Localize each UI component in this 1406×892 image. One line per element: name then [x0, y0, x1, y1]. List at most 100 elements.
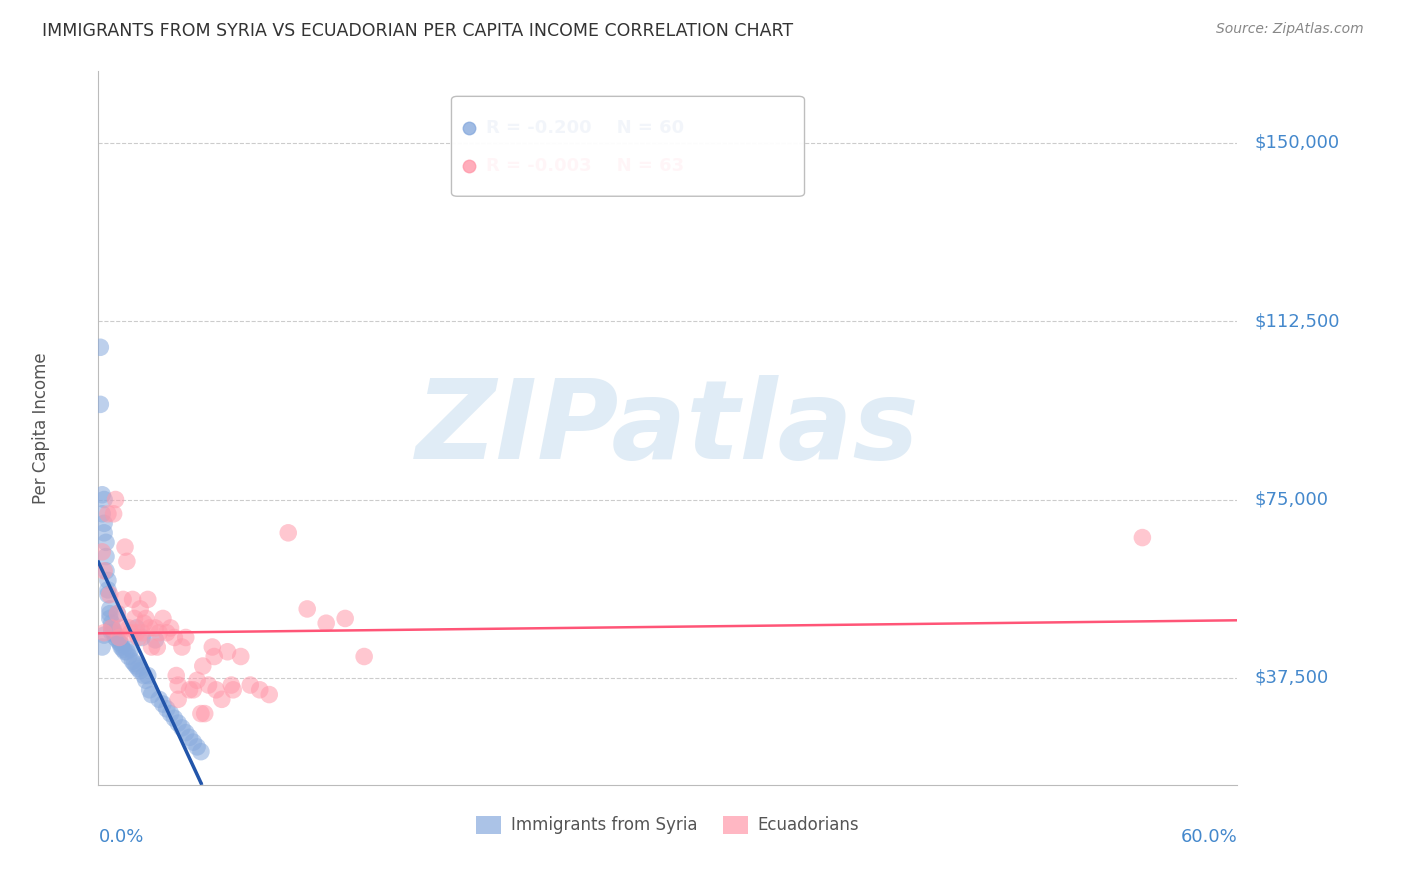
Point [167, 692, 190, 706]
Point [202, 649, 225, 664]
Point [91, 507, 114, 521]
Point [115, 554, 138, 568]
Point [135, 673, 157, 688]
Point [125, 625, 148, 640]
Point [141, 688, 163, 702]
Point [107, 632, 129, 647]
Point [156, 702, 179, 716]
Point [297, 602, 319, 616]
Point [277, 525, 299, 540]
Point [138, 621, 160, 635]
Point [179, 682, 201, 697]
Point [167, 716, 190, 731]
Text: Per Capita Income: Per Capita Income [32, 352, 51, 504]
Point [100, 625, 122, 640]
Point [94, 549, 117, 564]
Point [118, 621, 141, 635]
Text: R = -0.200    N = 60: R = -0.200 N = 60 [485, 120, 683, 137]
Point [120, 625, 142, 640]
Point [103, 625, 125, 640]
Point [186, 739, 208, 754]
Point [179, 731, 201, 745]
Text: $112,500: $112,500 [1254, 312, 1340, 330]
Point [114, 645, 136, 659]
Point [170, 721, 193, 735]
Text: R = -0.003    N = 63: R = -0.003 N = 63 [485, 157, 683, 175]
Point [146, 640, 169, 654]
Point [97, 588, 120, 602]
Point [136, 592, 159, 607]
Point [121, 654, 143, 668]
Point [100, 621, 122, 635]
Point [131, 625, 153, 640]
Point [190, 745, 212, 759]
Point [91, 488, 114, 502]
Point [194, 706, 217, 721]
Point [159, 621, 181, 635]
Point [93, 525, 115, 540]
Point [98, 602, 121, 616]
Point [1132, 531, 1154, 545]
Point [97, 582, 120, 597]
Point [110, 621, 132, 635]
Point [131, 631, 153, 645]
Point [103, 507, 125, 521]
Point [259, 688, 281, 702]
Point [170, 640, 193, 654]
Point [205, 682, 228, 697]
Point [174, 631, 197, 645]
Point [335, 611, 357, 625]
Point [93, 564, 115, 578]
Point [174, 725, 197, 739]
Point [138, 682, 160, 697]
Point [229, 649, 252, 664]
Point [108, 635, 131, 649]
Point [110, 640, 132, 654]
Text: 60.0%: 60.0% [1181, 828, 1237, 846]
Point [156, 625, 179, 640]
Point [98, 588, 121, 602]
Point [112, 642, 135, 657]
Point [129, 664, 152, 678]
Point [135, 611, 157, 625]
Point [159, 706, 181, 721]
Point [93, 516, 115, 531]
Point [145, 632, 167, 647]
Point [129, 602, 152, 616]
Point [127, 631, 149, 645]
Point [124, 657, 146, 671]
Point [148, 692, 170, 706]
Point [110, 638, 132, 652]
Point [165, 668, 187, 682]
Point [100, 621, 122, 635]
Text: $75,000: $75,000 [1254, 491, 1329, 508]
Point [132, 616, 155, 631]
Point [94, 564, 117, 578]
Point [145, 621, 167, 635]
Point [152, 697, 174, 711]
Text: $37,500: $37,500 [1254, 669, 1329, 687]
Point [163, 631, 186, 645]
Point [104, 628, 127, 642]
Point [104, 492, 127, 507]
Point [94, 535, 117, 549]
Point [100, 616, 122, 631]
Point [221, 678, 243, 692]
Point [104, 631, 127, 645]
Point [201, 640, 224, 654]
Point [127, 661, 149, 675]
Point [167, 678, 190, 692]
Point [148, 625, 170, 640]
Point [93, 625, 115, 640]
Point [183, 735, 205, 749]
Point [197, 678, 219, 692]
Point [222, 682, 245, 697]
Point [183, 682, 205, 697]
Point [125, 659, 148, 673]
Point [89, 340, 111, 354]
Point [89, 397, 111, 411]
Point [141, 640, 163, 654]
FancyBboxPatch shape [451, 96, 804, 196]
Point [190, 706, 212, 721]
Point [107, 607, 129, 621]
